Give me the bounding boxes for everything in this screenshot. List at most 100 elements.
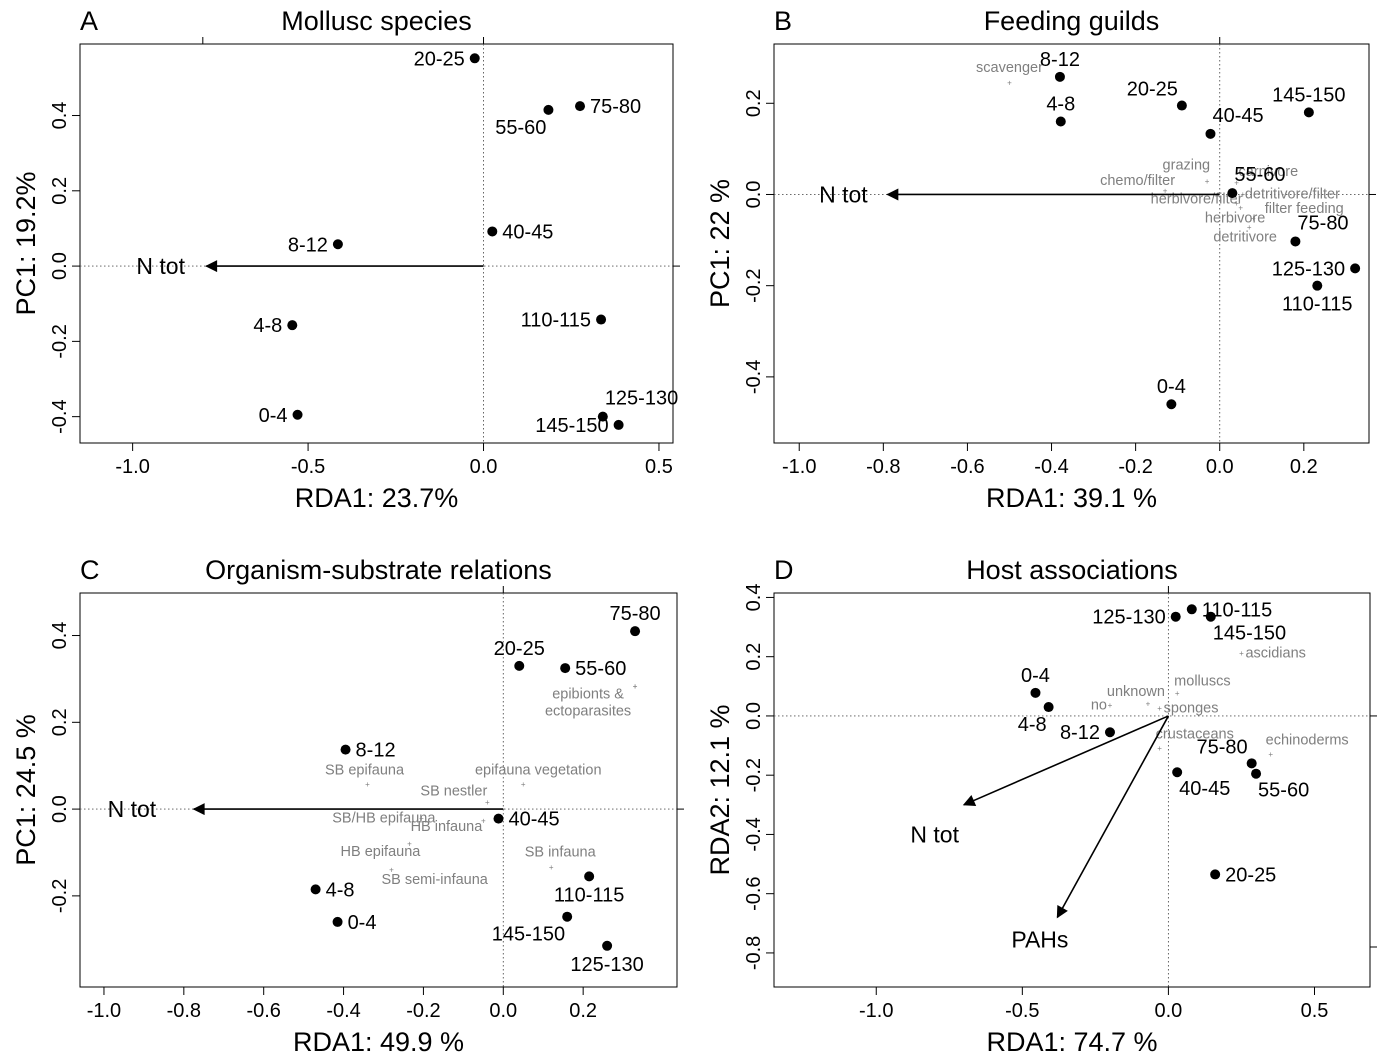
species-label: SB infauna — [525, 845, 597, 861]
y-tick-label: -0.2 — [49, 879, 71, 913]
sample-label: 0-4 — [259, 405, 288, 427]
y-tick-label: 0.2 — [743, 89, 765, 117]
y-axis-label: PC1: 19.2% — [11, 171, 41, 315]
sample-point — [487, 226, 498, 237]
y-tick-label: -0.4 — [743, 817, 765, 851]
sample-label: 145-150 — [492, 924, 565, 946]
species-label: no — [1091, 698, 1107, 714]
sample-point — [1350, 263, 1361, 274]
x-tick-label: 0.2 — [1290, 456, 1318, 478]
species-marker: + — [481, 817, 486, 826]
y-tick-label: 0.4 — [49, 622, 71, 650]
sample-label: 125-130 — [570, 954, 643, 976]
species-marker: + — [389, 865, 394, 874]
x-tick-label: 0.5 — [1301, 1000, 1329, 1022]
env-arrow-label: N tot — [108, 796, 157, 822]
sample-label: 40-45 — [502, 221, 553, 243]
sample-point — [602, 940, 613, 951]
sample-point — [630, 626, 641, 637]
x-tick-label: -0.5 — [291, 456, 325, 478]
sample-point — [597, 411, 608, 422]
y-tick-label: 0.2 — [49, 708, 71, 736]
sample-point — [596, 314, 607, 325]
x-axis-label: RDA1: 74.7 % — [986, 1027, 1157, 1057]
y-tick-label: 0.2 — [49, 177, 71, 205]
sample-point — [332, 239, 343, 250]
sample-point — [1290, 236, 1301, 247]
y-tick-label: -0.2 — [49, 324, 71, 358]
y-axis-label: PC1: 22 % — [705, 179, 735, 308]
species-label: scavenger — [976, 60, 1043, 76]
x-tick-label: -0.4 — [1034, 456, 1068, 478]
species-marker: + — [407, 839, 412, 848]
y-axis-label: PC1: 24.5 % — [11, 714, 41, 866]
species-marker: + — [521, 780, 526, 789]
sample-label: 4-8 — [1046, 94, 1075, 116]
sample-label: 75-80 — [590, 96, 641, 118]
env-arrow — [962, 715, 1169, 807]
sample-label: 8-12 — [1060, 722, 1100, 744]
sample-label: 4-8 — [253, 315, 282, 337]
sample-point — [514, 660, 525, 671]
sample-point — [332, 916, 343, 927]
panel-a: -1.0 -0.5 0.0 0.5 -0.4 -0.2 0.0 0.2 0.4 RDA1: 23.… — [11, 6, 680, 513]
species-marker: + — [419, 814, 424, 823]
sample-label: 110-115 — [1202, 599, 1272, 621]
sample-label: 125-130 — [1272, 258, 1345, 280]
chart-title: Host associations — [966, 555, 1178, 585]
sample-label: 55-60 — [1258, 780, 1309, 802]
sample-point — [493, 813, 504, 824]
species-marker: + — [1108, 701, 1113, 710]
sample-point — [1251, 768, 1262, 779]
sample-label: 75-80 — [609, 603, 660, 625]
x-tick-label: -1.0 — [115, 456, 149, 478]
env-arrow-label: PAHs — [1011, 927, 1068, 953]
species-label: epifauna vegetation — [475, 762, 602, 778]
sample-point — [292, 409, 303, 420]
sample-point — [1186, 604, 1197, 615]
sample-point — [613, 419, 624, 430]
sample-label: 4-8 — [1018, 714, 1047, 736]
y-tick-label: -0.6 — [743, 876, 765, 910]
sample-point — [340, 744, 351, 755]
y-tick-label: 0.4 — [743, 584, 765, 612]
species-label: crustaceans — [1156, 727, 1234, 743]
sample-point — [1055, 116, 1066, 127]
env-arrow-label: N tot — [910, 821, 959, 847]
sample-label: 20-25 — [494, 638, 545, 660]
sample-label: 145-150 — [535, 415, 608, 437]
y-tick-label: -0.4 — [49, 399, 71, 433]
species-label: filter feeding — [1265, 201, 1344, 217]
species-marker: + — [633, 682, 638, 691]
sample-label: 75-80 — [1297, 212, 1348, 234]
sample-point — [560, 663, 571, 674]
sample-label: 4-8 — [326, 879, 355, 901]
panel-letter: D — [774, 555, 794, 585]
panel-c: -1.0 -0.8 -0.6 -0.4 -0.2 0.0 0.2 -0.2 0.0 0.2 0.4 R… — [11, 555, 684, 1057]
x-tick-label: -1.0 — [782, 456, 816, 478]
y-tick-label: -0.2 — [743, 268, 765, 302]
sample-label: 40-45 — [1179, 778, 1230, 800]
sample-point — [1043, 702, 1054, 713]
sample-label: 20-25 — [1225, 864, 1276, 886]
chart-title: Organism-substrate relations — [205, 555, 552, 585]
x-tick-label: 0.5 — [645, 456, 673, 478]
sample-label: 125-130 — [605, 388, 678, 410]
x-tick-label: -0.2 — [406, 1000, 440, 1022]
species-marker: + — [1241, 190, 1246, 199]
species-label: epibionts & — [552, 686, 624, 702]
sample-point — [1205, 128, 1216, 139]
y-tick-label: 0.0 — [743, 181, 765, 209]
sample-point — [1303, 107, 1314, 118]
x-axis-label: RDA1: 49.9 % — [293, 1027, 464, 1057]
panel-letter: A — [80, 6, 98, 36]
species-label: HB infauna — [411, 819, 484, 835]
species-marker: + — [1268, 750, 1273, 759]
species-label: sponges — [1164, 701, 1219, 717]
sample-label: 20-25 — [414, 48, 465, 70]
x-tick-label: -1.0 — [87, 1000, 121, 1022]
chart-title: Mollusc species — [281, 6, 472, 36]
x-tick-label: -0.4 — [326, 1000, 360, 1022]
species-label: detritivore — [1213, 229, 1277, 245]
panel-d: -1.0 -0.5 0.0 0.5 -0.8 -0.6 -0.4 -0.2 0.0 0.2 0.4 R… — [705, 555, 1377, 1057]
